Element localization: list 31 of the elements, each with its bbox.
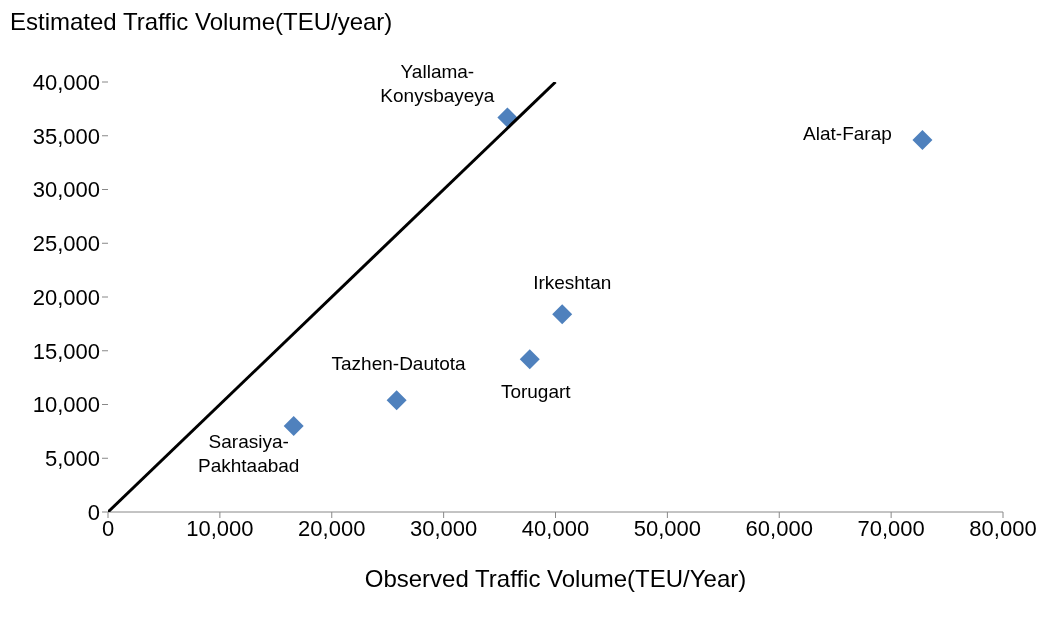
annotation: Torugart	[500, 380, 572, 402]
y-axis-title: Estimated Traffic Volume(TEU/year)	[10, 8, 394, 37]
y-tick-label: 30,000	[32, 177, 100, 203]
y-tick-label: 10,000	[32, 392, 100, 418]
x-tick-label: 30,000	[409, 515, 478, 541]
point	[497, 107, 518, 128]
annotation: Tazhen-Dautota	[331, 352, 467, 374]
x-tick-label: 50,000	[633, 515, 702, 541]
x-tick-label: 10,000	[186, 515, 254, 541]
y-tick-label: 15,000	[32, 338, 100, 364]
x-tick-label: 40,000	[521, 515, 590, 541]
y-tick-label: 0	[87, 499, 100, 525]
y-tick-label: 5,000	[44, 446, 100, 472]
y-tick-label: 40,000	[32, 69, 100, 95]
annotation: Sarasiya- Pakhtaabad	[198, 430, 300, 476]
x-tick-label: 70,000	[857, 515, 925, 541]
point	[552, 304, 573, 325]
y-tick-label: 20,000	[32, 284, 100, 310]
y-tick-label: 25,000	[32, 231, 100, 257]
annotation: Alat-Farap	[803, 122, 892, 144]
annotation: Irkeshtan	[533, 271, 612, 293]
x-tick-label: 80,000	[969, 515, 1037, 541]
point	[912, 130, 933, 151]
y-tick-label: 35,000	[32, 123, 100, 149]
point	[283, 416, 304, 436]
x-tick-label: 20,000	[298, 515, 366, 541]
point	[519, 349, 540, 370]
annotation: Yallama- Konysbayeya	[380, 60, 495, 106]
x-tick-label: 60,000	[745, 515, 813, 541]
point	[386, 390, 407, 411]
x-axis-title: Observed Traffic Volume(TEU/Year)	[364, 565, 747, 592]
